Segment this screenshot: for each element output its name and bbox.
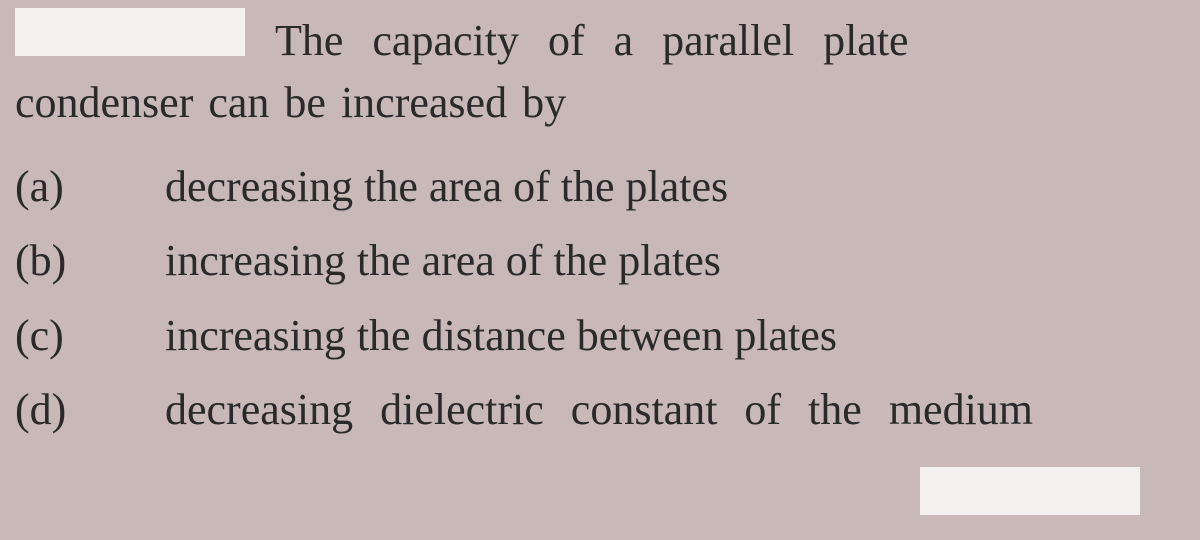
option-text-d: decreasing dielectric constant of the me… <box>165 376 1185 444</box>
options-list: (a) decreasing the area of the plates (b… <box>15 153 1185 444</box>
option-text-c: increasing the distance between plates <box>165 302 1185 370</box>
option-text-a: decreasing the area of the plates <box>165 153 1185 221</box>
option-c: (c) increasing the distance between plat… <box>15 302 1185 370</box>
redaction-box-bottom <box>920 467 1140 515</box>
option-a: (a) decreasing the area of the plates <box>15 153 1185 221</box>
option-label-a: (a) <box>15 153 165 221</box>
option-b: (b) increasing the area of the plates <box>15 227 1185 295</box>
option-d: (d) decreasing dielectric constant of th… <box>15 376 1185 444</box>
option-text-b: increasing the area of the plates <box>165 227 1185 295</box>
question-line-2: condenser can be increased by <box>15 72 1185 134</box>
option-label-b: (b) <box>15 227 165 295</box>
redaction-box-top <box>15 8 245 56</box>
mcq-container: The capacity of a parallel plate condens… <box>15 10 1185 444</box>
option-label-c: (c) <box>15 302 165 370</box>
option-label-d: (d) <box>15 376 165 444</box>
